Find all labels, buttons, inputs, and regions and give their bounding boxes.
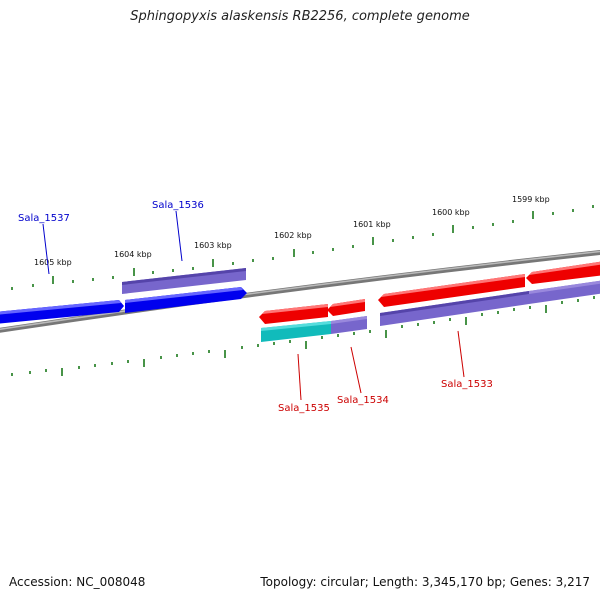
scale-label-1603: 1603 kbp [194,241,232,250]
genome-backbone [0,250,600,333]
feature-next-protein-shade [529,280,600,294]
leader-sala-1536 [175,210,183,262]
gene-sala-1537-highlight [0,300,121,315]
gene-sala-1535[interactable] [259,304,328,324]
scale-label-1601: 1601 kbp [353,220,391,229]
feature-sala-1535-rna-shade [261,321,331,331]
scale-ticks-upper [11,205,594,290]
feature-sala-1536-protein-shade [122,268,246,285]
accession-text: Accession: NC_008048 [9,575,146,589]
gene-next-reverse-highlight [529,261,600,275]
label-sala-1533[interactable]: Sala_1533 [441,379,493,390]
scale-label-1602: 1602 kbp [274,231,312,240]
gene-sala-1536[interactable] [125,287,247,313]
label-sala-1536[interactable]: Sala_1536 [152,200,204,211]
label-sala-1534[interactable]: Sala_1534 [337,395,389,406]
leader-sala-1533 [457,330,465,378]
gene-sala-1534-highlight [330,299,365,307]
leader-sala-1537 [42,223,50,275]
scale-label-1600: 1600 kbp [432,208,470,217]
scale-label-1604: 1604 kbp [114,250,152,259]
genome-summary-text: Topology: circular; Length: 3,345,170 bp… [260,575,590,589]
genome-backbone-highlight [0,250,600,331]
feature-sala-1533-protein-shade [380,291,529,316]
label-sala-1537[interactable]: Sala_1537 [18,213,70,224]
scale-label-1599: 1599 kbp [512,195,550,204]
scale-ticks-lower [11,296,595,376]
feature-next-protein [529,280,600,304]
gene-sala-1533[interactable] [378,274,525,307]
map-title: Sphingopyxis alaskensis RB2256, complete… [130,9,470,24]
leader-sala-1535 [297,353,302,401]
leader-sala-1534 [350,346,362,394]
gene-sala-1537[interactable] [0,300,124,324]
gene-sala-1533-highlight [381,274,525,297]
gene-sala-1536-highlight [125,287,243,303]
label-sala-1535[interactable]: Sala_1535 [278,403,330,414]
scale-label-1605: 1605 kbp [34,258,72,267]
feature-sala-1533-protein [380,291,529,326]
gene-sala-1535-highlight [262,304,328,314]
feature-sala-1534-protein-shade [331,316,367,324]
